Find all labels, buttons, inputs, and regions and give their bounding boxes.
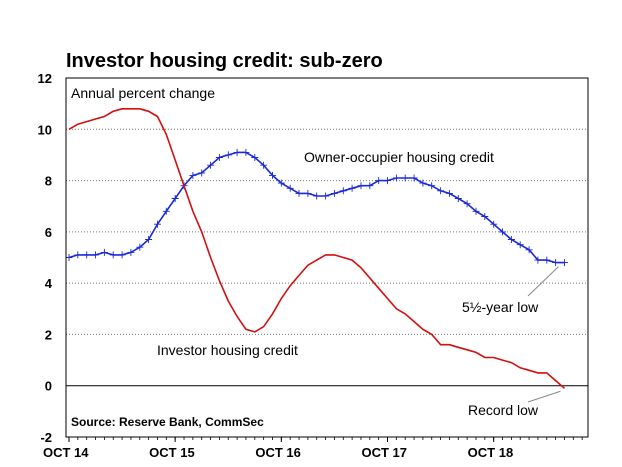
y-tick-label: 6 [45, 225, 52, 240]
owner-occupier-point [286, 184, 294, 192]
owner-occupier-point [74, 251, 82, 259]
owner-occupier-point [304, 189, 312, 197]
x-tick-label: OCT 17 [362, 445, 408, 460]
owner-occupier-point [330, 189, 338, 197]
owner-occupier-point [437, 187, 445, 195]
owner-occupier-point [100, 248, 108, 256]
owner-occupier-point [419, 179, 427, 187]
owner-occupier-point [516, 241, 524, 249]
owner-occupier-point [65, 254, 73, 261]
investor-series-label: Investor housing credit [157, 342, 298, 358]
owner-occupier-point [118, 251, 126, 259]
annotations: Annual percent change Owner-occupier hou… [71, 85, 561, 429]
owner-occupier-point [499, 228, 506, 236]
leader-line-5-half-year-low [527, 266, 559, 297]
owner-occupier-point [109, 251, 117, 259]
owner-occupier-point [207, 161, 215, 169]
axis-ticks: -2 0 2 4 6 8 10 12 OCT 14 OCT 15 OCT 16 OCT 17 OCT 1… [38, 71, 583, 460]
owner-occupier-point [392, 174, 400, 182]
owner-occupier-point [260, 161, 268, 169]
x-tick-label: OCT 16 [255, 445, 301, 460]
owner-occupier-point [233, 148, 241, 156]
owner-occupier-point [445, 189, 453, 197]
owner-occupier-point [384, 177, 391, 185]
owner-occupier-point [463, 200, 471, 208]
owner-occupier-point [251, 154, 259, 161]
plot-frame [65, 77, 589, 438]
owner-occupier-line [68, 151, 565, 264]
owner-occupier-point [189, 171, 197, 179]
owner-occupier-point [136, 243, 144, 251]
owner-occupier-point [224, 151, 232, 159]
chart-title: Investor housing credit: sub-zero [66, 50, 383, 72]
owner-occupier-point [481, 213, 489, 220]
owner-occupier-point [242, 148, 250, 156]
owner-occupier-point [322, 192, 330, 200]
owner-occupier-point [507, 236, 515, 243]
owner-occupier-point [313, 192, 321, 200]
owner-occupier-point [277, 179, 285, 187]
five-and-half-year-low-label: 5½-year low [462, 299, 539, 315]
owner-occupier-point [339, 187, 347, 195]
owner-occupier-point [348, 184, 356, 192]
owner-occupier-point [472, 207, 480, 215]
investor-line [68, 108, 566, 389]
y-tick-label: -2 [40, 430, 52, 445]
owner-occupier-point [295, 189, 303, 197]
owner-occupier-point [162, 207, 170, 215]
x-tick-label: OCT 14 [43, 445, 89, 460]
owner-occupier-point [357, 182, 365, 190]
owner-occupier-point [92, 251, 99, 259]
owner-occupier-point [366, 182, 374, 190]
x-tick-label: OCT 15 [149, 445, 195, 460]
leader-line-record-low [527, 390, 561, 403]
owner-occupier-point [145, 236, 153, 243]
source-note: Source: Reserve Bank, CommSec [71, 415, 264, 429]
owner-occupier-point [375, 177, 383, 185]
y-tick-label: 10 [38, 122, 52, 137]
record-low-label: Record low [468, 402, 539, 418]
y-tick-label: 2 [45, 327, 52, 342]
y-tick-label: 4 [45, 276, 53, 291]
owner-occupier-point [127, 248, 135, 256]
owner-occupier-point [83, 251, 91, 259]
owner-occupier-point [401, 174, 409, 182]
owner-occupier-point [454, 195, 462, 202]
owner-occupier-point [552, 259, 560, 267]
owner-occupier-point [561, 259, 568, 267]
y-tick-label: 8 [45, 174, 52, 189]
owner-occupier-point [428, 182, 436, 190]
series-lines [65, 108, 568, 389]
y-tick-label: 12 [38, 71, 52, 86]
y-axis-label: Annual percent change [71, 85, 215, 101]
y-tick-label: 0 [45, 379, 52, 394]
owner-occupier-point [269, 171, 276, 179]
owner-occupier-point [154, 220, 161, 228]
grid-lines [66, 128, 588, 387]
owner-occupier-point [543, 256, 551, 264]
owner-occupier-point [198, 169, 206, 177]
owner-occupier-point [171, 195, 179, 202]
owner-occupier-series-label: Owner-occupier housing credit [304, 149, 494, 165]
owner-occupier-point [215, 154, 223, 161]
owner-occupier-point [534, 256, 542, 264]
owner-occupier-point [410, 174, 418, 182]
owner-occupier-point [525, 246, 533, 254]
x-tick-label: OCT 18 [468, 445, 514, 460]
owner-occupier-point [490, 220, 498, 228]
